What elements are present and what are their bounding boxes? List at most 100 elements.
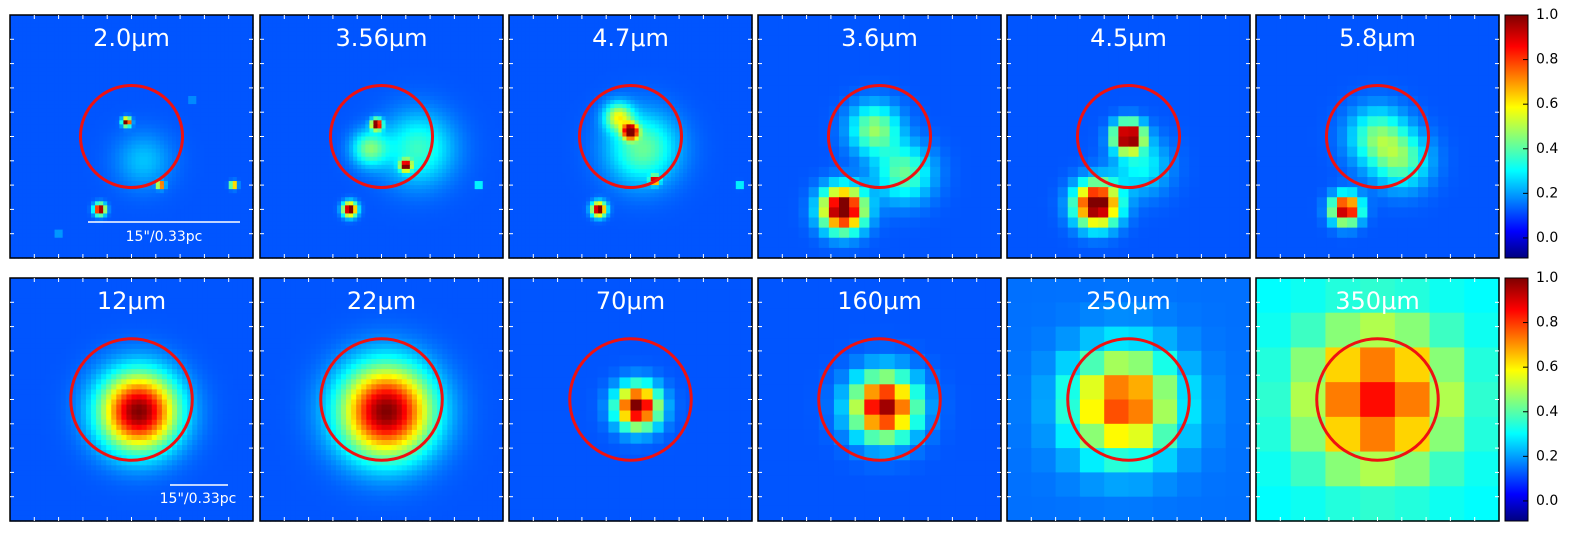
pixel: [63, 124, 68, 129]
pixel: [34, 19, 39, 24]
pixel: [225, 145, 230, 150]
pixel: [196, 149, 201, 154]
pixel: [245, 246, 250, 251]
pixel: [373, 51, 378, 56]
pixel: [418, 80, 423, 85]
pixel: [337, 64, 342, 69]
pixel: [46, 213, 51, 218]
pixel: [394, 19, 399, 24]
pixel: [373, 56, 378, 61]
pixel: [22, 68, 27, 73]
pixel: [180, 165, 185, 170]
pixel: [418, 19, 423, 24]
pixel: [225, 246, 230, 251]
pixel: [233, 185, 238, 190]
pixel: [46, 100, 51, 105]
pixel: [67, 112, 72, 117]
pixel: [42, 141, 47, 146]
pixel: [42, 226, 47, 231]
pixel: [217, 112, 222, 117]
pixel: [156, 250, 161, 255]
pixel: [414, 51, 419, 56]
pixel: [119, 226, 124, 231]
pixel: [156, 145, 161, 150]
pixel: [34, 51, 39, 56]
pixel: [208, 76, 213, 81]
pixel: [107, 96, 112, 101]
pixel: [450, 72, 455, 77]
pixel: [38, 173, 43, 178]
pixel: [192, 51, 197, 56]
pixel: [446, 100, 451, 105]
pixel: [329, 92, 334, 97]
pixel: [119, 173, 124, 178]
pixel: [46, 104, 51, 109]
pixel: [55, 165, 60, 170]
pixel: [18, 88, 23, 93]
pixel: [208, 108, 213, 113]
pixel: [184, 120, 189, 125]
pixel: [42, 35, 47, 40]
pixel: [196, 181, 201, 186]
pixel: [71, 27, 76, 32]
pixel: [204, 80, 209, 85]
pixel: [241, 238, 246, 243]
pixel: [450, 92, 455, 97]
pixel: [18, 145, 23, 150]
pixel: [341, 19, 346, 24]
pixel: [123, 72, 128, 77]
pixel: [75, 161, 80, 166]
pixel: [111, 209, 116, 214]
pixel: [225, 27, 230, 32]
pixel: [276, 51, 281, 56]
pixel: [14, 226, 19, 231]
pixel: [217, 35, 222, 40]
pixel: [34, 96, 39, 101]
pixel: [107, 64, 112, 69]
pixel: [63, 104, 68, 109]
pixel: [119, 128, 124, 133]
pixel: [168, 185, 173, 190]
pixel: [14, 43, 19, 48]
pixel: [172, 189, 177, 194]
pixel: [369, 56, 374, 61]
pixel: [95, 60, 100, 65]
pixel: [292, 47, 297, 52]
pixel: [63, 76, 68, 81]
pixel: [59, 169, 64, 174]
pixel: [119, 112, 124, 117]
pixel: [14, 84, 19, 89]
pixel: [192, 141, 197, 146]
pixel: [200, 92, 205, 97]
pixel: [288, 35, 293, 40]
pixel: [276, 68, 281, 73]
pixel: [156, 161, 161, 166]
pixel: [217, 141, 222, 146]
pixel: [450, 60, 455, 65]
pixel: [188, 124, 193, 129]
pixel: [107, 201, 112, 206]
pixel: [208, 132, 213, 137]
pixel: [14, 209, 19, 214]
pixel: [237, 185, 242, 190]
pixel: [168, 197, 173, 202]
pixel: [479, 39, 484, 44]
pixel: [454, 39, 459, 44]
pixel: [377, 92, 382, 97]
pixel: [55, 161, 60, 166]
pixel: [140, 104, 145, 109]
pixel: [264, 72, 269, 77]
pixel: [272, 64, 277, 69]
pixel: [188, 185, 193, 190]
pixel: [95, 116, 100, 121]
pixel: [30, 141, 35, 146]
pixel: [152, 124, 157, 129]
pixel: [71, 205, 76, 210]
pixel: [225, 153, 230, 158]
pixel: [225, 47, 230, 52]
pixel: [30, 153, 35, 158]
pixel: [349, 84, 354, 89]
pixel: [208, 230, 213, 235]
pixel: [200, 47, 205, 52]
pixel: [184, 246, 189, 251]
